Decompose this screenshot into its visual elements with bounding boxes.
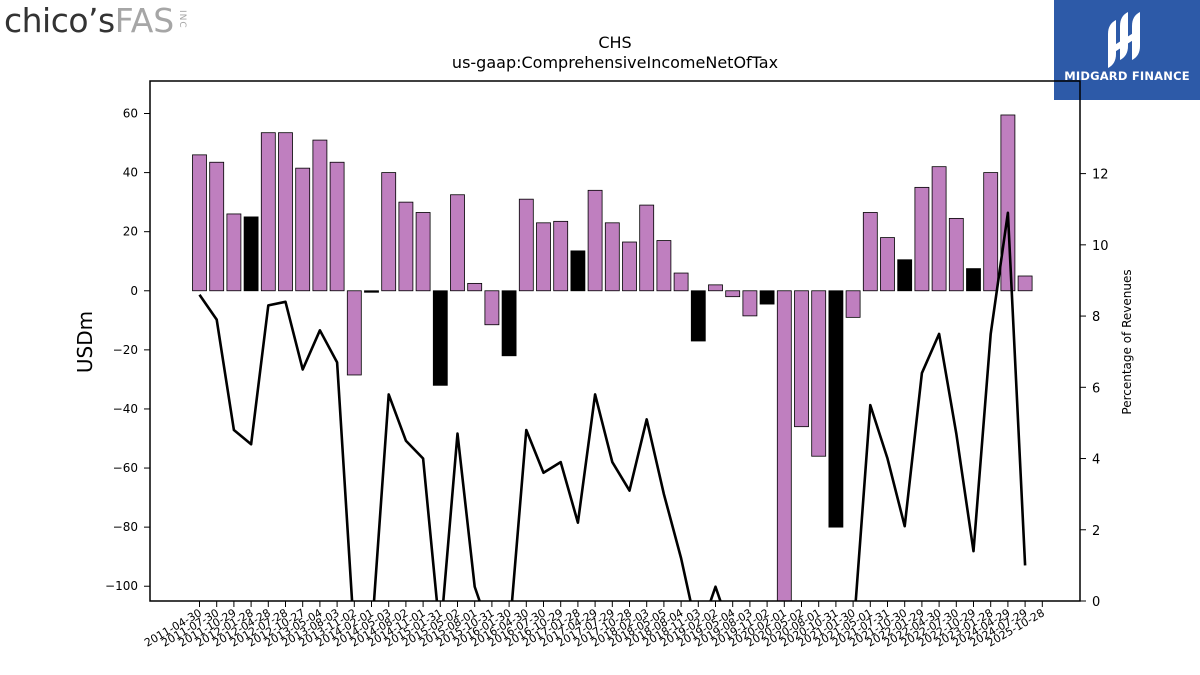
bar-2018-05-05 — [656, 240, 672, 292]
y-tick-label: 40 — [123, 166, 138, 180]
chart-title: CHS — [598, 33, 631, 52]
bar-2020-02-01 — [776, 290, 792, 601]
bar-2019-11-02 — [759, 290, 775, 305]
bar-2015-05-02 — [450, 194, 465, 292]
y-tick-label: 20 — [123, 225, 138, 239]
bar-2020-10-31 — [828, 290, 844, 528]
bar-2014-11-01 — [415, 212, 431, 292]
y-tick-label: −80 — [113, 520, 138, 534]
bar-2019-05-04 — [725, 290, 741, 298]
y2-axis-label: Percentage of Revenues — [1120, 269, 1134, 414]
bar-2022-10-29 — [966, 268, 981, 292]
plot-frame — [149, 80, 1081, 602]
bar-2021-01-30 — [845, 290, 861, 318]
y2-tick-label: 8 — [1092, 310, 1100, 325]
bar-2016-04-30 — [518, 198, 534, 292]
bar-2021-07-31 — [880, 237, 895, 292]
bar-2016-01-30 — [501, 290, 517, 357]
bar-2014-08-02 — [398, 201, 414, 292]
bar-2021-10-30 — [897, 259, 913, 292]
y-tick-label: −100 — [105, 579, 138, 593]
bar-2014-05-03 — [381, 172, 397, 292]
midgard-finance-logo: MIDGARD FINANCE — [1054, 0, 1200, 100]
line-group — [198, 211, 1027, 601]
y2-ticks: 0 2 4 6 8 10 12 — [1080, 168, 1109, 610]
midgard-mark-icon — [1108, 12, 1140, 68]
y2-tick-label: 6 — [1092, 381, 1100, 396]
y-tick-label: −40 — [113, 402, 138, 416]
bar-2024-07-29 — [1017, 275, 1033, 292]
midgard-finance-text: MIDGARD FINANCE — [1064, 69, 1190, 83]
bar-2020-05-02 — [794, 290, 809, 428]
y2-tick-label: 4 — [1092, 453, 1100, 468]
y2-tick-label: 12 — [1092, 168, 1109, 183]
bar-2013-05-04 — [312, 139, 328, 292]
chicos-logo: chico’s FAS INC — [4, 2, 187, 42]
logo-inc-text: INC — [177, 10, 188, 29]
y-tick-label: 0 — [130, 284, 138, 298]
percentage-line — [198, 211, 1027, 601]
bar-2018-11-03 — [690, 290, 706, 342]
bar-2018-02-03 — [639, 204, 655, 292]
x-ticks: 2011-04-302011-07-302011-10-292012-01-28… — [142, 601, 1047, 650]
bar-2014-02-01 — [364, 290, 379, 293]
y2-tick-label: 10 — [1092, 239, 1109, 254]
y-tick-label: −20 — [113, 343, 138, 357]
bar-2011-10-29 — [226, 213, 242, 292]
bar-2017-01-28 — [570, 250, 586, 292]
bar-2018-08-04 — [673, 272, 689, 292]
bar-2012-01-28 — [243, 216, 259, 292]
logo-fas-text: FAS — [114, 1, 175, 40]
bar-2013-08-03 — [329, 161, 345, 292]
bar-2015-08-01 — [467, 282, 483, 292]
y2-tick-label: 2 — [1092, 524, 1100, 539]
y2-tick-label: 0 — [1092, 595, 1100, 610]
bars-group — [192, 114, 1033, 601]
bar-2013-11-02 — [346, 290, 362, 376]
bar-2017-10-28 — [622, 241, 637, 292]
bar-2017-07-29 — [604, 222, 620, 292]
bar-2024-04-29 — [1000, 114, 1016, 292]
bar-2019-08-03 — [742, 290, 758, 317]
bar-2012-10-27 — [295, 167, 311, 292]
bar-2015-10-31 — [484, 290, 500, 326]
y-axis-label: USDm — [73, 311, 97, 373]
bar-2020-08-01 — [811, 290, 827, 457]
bar-2012-04-28 — [260, 132, 276, 292]
chart-subtitle: us-gaap:ComprehensiveIncomeNetOfTax — [452, 53, 778, 72]
bar-2017-04-29 — [587, 189, 603, 292]
bar-2016-10-29 — [553, 220, 569, 292]
bar-2011-04-30 — [192, 154, 207, 292]
y-ticks: −100 −80 −60 −40 −20 0 20 40 60 — [105, 107, 150, 593]
bar-2022-04-30 — [931, 166, 947, 292]
y-tick-label: −60 — [113, 461, 138, 475]
bar-2022-01-29 — [914, 186, 930, 292]
bar-2016-07-30 — [536, 222, 551, 292]
bar-2011-07-30 — [209, 161, 225, 292]
bar-2023-01-28 — [983, 172, 999, 292]
bar-2015-01-31 — [432, 290, 448, 386]
y-tick-label: 60 — [123, 107, 138, 121]
bar-2022-07-30 — [948, 217, 964, 292]
bar-2019-02-02 — [708, 284, 723, 292]
logo-chicos-text: chico’s — [4, 1, 115, 40]
bar-2021-05-01 — [862, 212, 878, 292]
bar-2012-07-28 — [278, 132, 293, 292]
